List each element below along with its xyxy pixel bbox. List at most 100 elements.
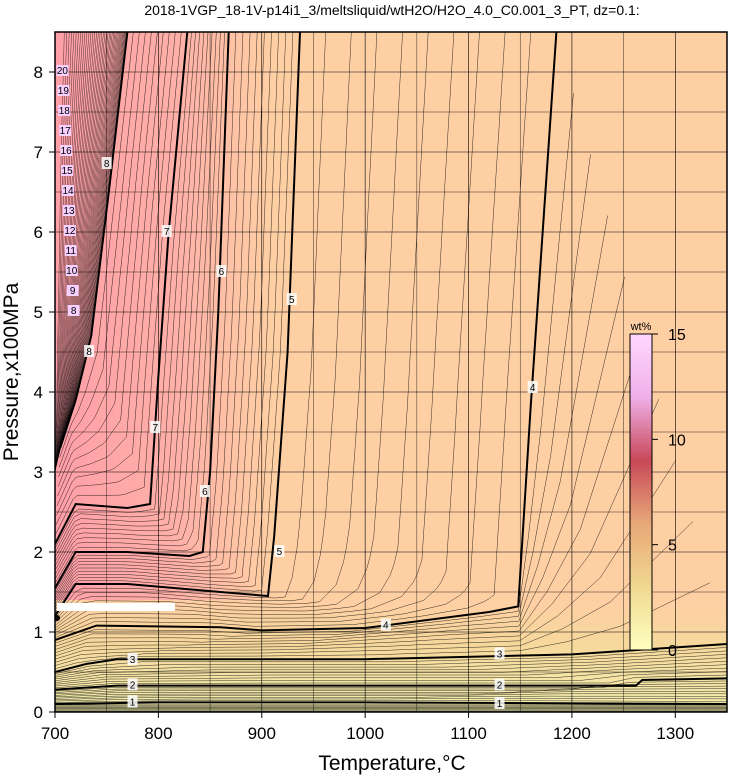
x-axis: 700 800 900 1000 1100 1200 1300 bbox=[41, 712, 694, 743]
minor-contour-line bbox=[56, 32, 90, 466]
major-contour-line bbox=[55, 701, 727, 705]
colorbar-ticks: 0 5 10 15 bbox=[652, 327, 686, 660]
minor-contour-line bbox=[55, 664, 727, 683]
minor-contour-line bbox=[55, 32, 205, 562]
minor-contour-line bbox=[58, 32, 113, 458]
contour-label: 18 bbox=[59, 106, 71, 117]
major-contour-line bbox=[55, 643, 727, 673]
minor-contour-line bbox=[55, 32, 79, 469]
contour-label: 9 bbox=[70, 286, 76, 297]
minor-contour-line bbox=[57, 32, 103, 462]
minor-contour-line bbox=[57, 32, 104, 461]
minor-contour-line bbox=[56, 32, 88, 467]
contour-label: 4 bbox=[530, 383, 536, 394]
minor-contour-line bbox=[56, 32, 164, 506]
minor-contour-line bbox=[56, 32, 94, 465]
x-tick-label: 1100 bbox=[450, 724, 487, 743]
minor-contour-line bbox=[55, 32, 225, 584]
contour-label: 14 bbox=[62, 186, 74, 197]
contour-label-bg bbox=[274, 545, 285, 557]
y-tick-label: 7 bbox=[34, 143, 43, 162]
minor-contour-line bbox=[55, 32, 244, 594]
contour-label-bg bbox=[216, 265, 227, 277]
contour-label: 12 bbox=[64, 226, 76, 237]
minor-contour-line bbox=[56, 32, 99, 463]
minor-contour-line bbox=[58, 32, 146, 477]
contour-label: 5 bbox=[289, 295, 295, 306]
minor-contour-line bbox=[55, 32, 279, 608]
contour-label: 3 bbox=[497, 649, 503, 660]
contour-label: 1 bbox=[497, 699, 503, 710]
x-axis-label: Temperature,°C bbox=[318, 752, 465, 775]
x-tick-label: 900 bbox=[248, 724, 276, 743]
minor-contour-line bbox=[55, 667, 727, 685]
data-point-marker bbox=[55, 615, 60, 621]
minor-contour-line bbox=[56, 32, 95, 464]
contour-label-bg bbox=[64, 245, 77, 256]
colorbar-unit: wt% bbox=[630, 321, 652, 333]
contour-label-bg bbox=[494, 647, 505, 660]
contour-label-bg bbox=[286, 293, 297, 305]
minor-contour-line bbox=[55, 32, 378, 624]
contour-label: 8 bbox=[104, 159, 110, 170]
minor-contour-line bbox=[55, 32, 531, 638]
y-tick-label: 2 bbox=[34, 543, 43, 562]
minor-contour-line bbox=[55, 661, 727, 681]
major-contour-line bbox=[59, 32, 129, 449]
grid bbox=[55, 32, 727, 712]
minor-contour-line bbox=[58, 32, 116, 456]
minor-contour-line bbox=[55, 32, 403, 626]
contour-label-bg bbox=[84, 345, 95, 357]
contour-label-bg bbox=[57, 85, 70, 96]
minor-contour-line bbox=[57, 32, 112, 458]
minor-contour-line bbox=[55, 32, 217, 575]
colorbar-tick-label: 10 bbox=[668, 432, 686, 449]
y-axis: 0 1 2 3 4 5 6 7 8 bbox=[34, 63, 55, 722]
minor-contour-line bbox=[55, 32, 352, 621]
y-tick-label: 5 bbox=[34, 303, 43, 322]
minor-contour-line bbox=[55, 647, 727, 674]
y-tick-label: 1 bbox=[34, 623, 43, 642]
minor-contour-line bbox=[55, 399, 659, 660]
minor-contour-line bbox=[55, 521, 694, 666]
contour-label-bg bbox=[63, 225, 76, 236]
minor-contour-line bbox=[55, 32, 236, 591]
contour-label: 4 bbox=[383, 621, 389, 632]
major-contour-line bbox=[55, 32, 301, 617]
y-tick-label: 6 bbox=[34, 223, 43, 242]
minor-contour-line bbox=[57, 32, 107, 460]
colorbar-tick-label: 0 bbox=[668, 643, 677, 660]
low-pressure-band bbox=[55, 600, 727, 712]
contour-label-bg bbox=[127, 695, 138, 708]
contour-label-bg bbox=[66, 285, 79, 296]
contour-label: 3 bbox=[130, 655, 136, 666]
contour-label-bg bbox=[161, 225, 172, 237]
minor-contour-line bbox=[55, 32, 480, 633]
minor-contour-line bbox=[55, 32, 272, 605]
y-tick-label: 3 bbox=[34, 463, 43, 482]
y-tick-label: 0 bbox=[34, 703, 43, 722]
minor-contour-line bbox=[55, 654, 727, 678]
minor-contour-line bbox=[55, 32, 294, 614]
minor-contour-line bbox=[55, 337, 642, 657]
minor-contour-line bbox=[55, 32, 182, 535]
minor-contour-line bbox=[57, 32, 110, 459]
minor-contour-line bbox=[55, 32, 213, 571]
minor-contour-line bbox=[57, 32, 109, 459]
minor-contour-line bbox=[55, 32, 200, 558]
contour-label-bg bbox=[67, 305, 80, 316]
contour-label-bg bbox=[59, 125, 72, 136]
colorbar-gradient bbox=[629, 333, 653, 651]
minor-contour-line bbox=[56, 32, 92, 465]
contour-label-bg bbox=[101, 157, 112, 169]
contour-label: 6 bbox=[202, 487, 208, 498]
contour-label-bg bbox=[494, 697, 505, 709]
contour-label: 16 bbox=[61, 146, 73, 157]
x-tick-label: 700 bbox=[41, 724, 69, 743]
chart-title: 2018-1VGP_18-1V-p14i1_3/meltsliquid/wtH2… bbox=[144, 2, 639, 18]
major-contour-line bbox=[55, 32, 558, 641]
contour-label-bg bbox=[380, 618, 391, 631]
contour-label: 13 bbox=[63, 206, 75, 217]
